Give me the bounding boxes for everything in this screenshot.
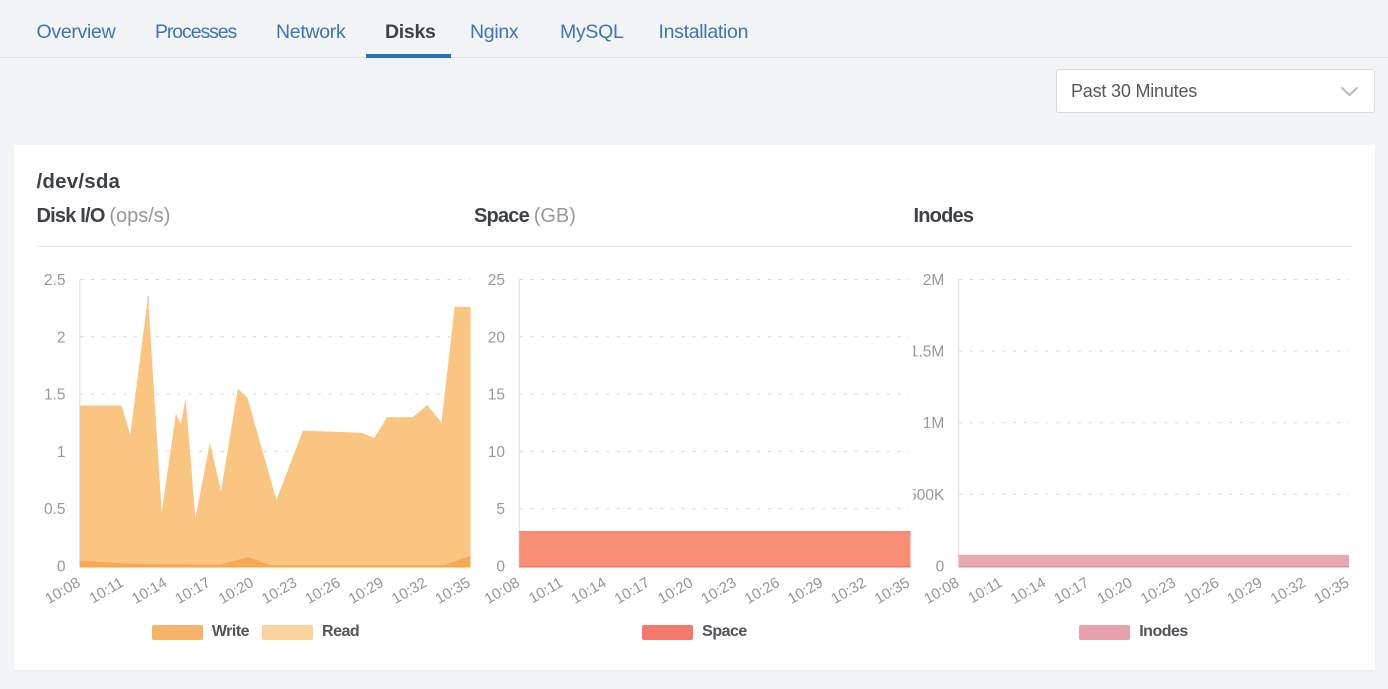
svg-text:10:20: 10:20 xyxy=(655,574,696,607)
svg-text:10:17: 10:17 xyxy=(172,574,213,607)
svg-text:10:17: 10:17 xyxy=(1051,574,1092,607)
svg-text:1.5: 1.5 xyxy=(44,387,66,404)
svg-text:10:08: 10:08 xyxy=(482,574,523,607)
svg-text:1M: 1M xyxy=(923,415,945,432)
svg-text:0.5: 0.5 xyxy=(44,501,66,518)
svg-text:10:23: 10:23 xyxy=(698,574,739,607)
svg-text:10:26: 10:26 xyxy=(1181,574,1222,607)
svg-text:10:11: 10:11 xyxy=(965,574,1005,607)
svg-text:10:35: 10:35 xyxy=(1311,574,1352,607)
svg-text:10:23: 10:23 xyxy=(259,574,300,607)
svg-text:10:11: 10:11 xyxy=(526,574,566,607)
svg-text:10:26: 10:26 xyxy=(302,574,343,607)
svg-text:10:20: 10:20 xyxy=(216,574,257,607)
svg-text:2.5: 2.5 xyxy=(44,272,66,289)
svg-text:2: 2 xyxy=(57,329,66,346)
svg-text:10:29: 10:29 xyxy=(1224,574,1265,607)
svg-text:10:14: 10:14 xyxy=(568,574,609,607)
svg-text:20: 20 xyxy=(488,329,506,346)
svg-text:0: 0 xyxy=(936,559,945,576)
svg-text:10:17: 10:17 xyxy=(612,574,653,607)
svg-text:10:29: 10:29 xyxy=(346,574,387,607)
svg-text:0: 0 xyxy=(496,559,505,576)
svg-text:1: 1 xyxy=(57,444,66,461)
svg-text:10:14: 10:14 xyxy=(1008,574,1049,607)
svg-text:10:32: 10:32 xyxy=(828,574,869,607)
svg-text:10:11: 10:11 xyxy=(87,574,127,607)
svg-text:10:08: 10:08 xyxy=(42,574,83,607)
svg-text:10:35: 10:35 xyxy=(872,574,913,607)
svg-text:10:08: 10:08 xyxy=(921,574,962,607)
svg-text:2M: 2M xyxy=(923,272,945,289)
svg-text:500K: 500K xyxy=(908,487,945,504)
svg-text:10:29: 10:29 xyxy=(785,574,826,607)
svg-text:1.5M: 1.5M xyxy=(910,344,944,361)
svg-text:10:14: 10:14 xyxy=(129,574,170,607)
svg-text:10:32: 10:32 xyxy=(1268,574,1309,607)
svg-text:10:32: 10:32 xyxy=(389,574,430,607)
svg-text:10:23: 10:23 xyxy=(1138,574,1179,607)
svg-text:10: 10 xyxy=(488,444,506,461)
svg-text:5: 5 xyxy=(496,501,505,518)
svg-text:0: 0 xyxy=(57,559,66,576)
svg-text:10:26: 10:26 xyxy=(742,574,783,607)
svg-text:10:20: 10:20 xyxy=(1094,574,1135,607)
svg-text:25: 25 xyxy=(488,272,505,289)
svg-text:10:35: 10:35 xyxy=(432,574,473,607)
svg-text:15: 15 xyxy=(488,387,505,404)
